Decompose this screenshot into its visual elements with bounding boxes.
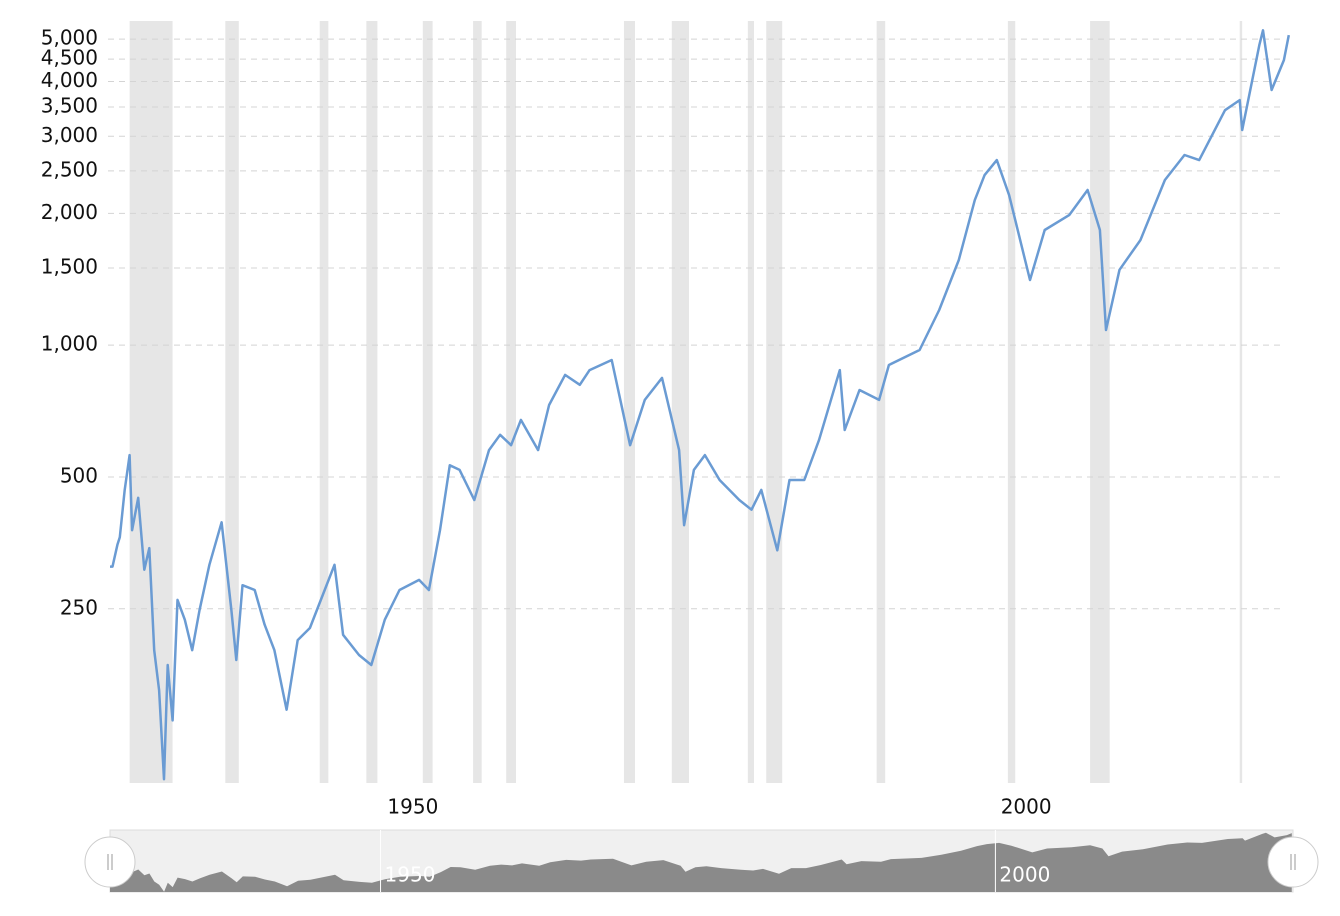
navigator-area <box>110 832 1292 892</box>
y-tick-label: 1,500 <box>41 255 98 279</box>
recession-band <box>225 21 239 783</box>
navigator-handle[interactable] <box>1267 836 1319 888</box>
price-line <box>110 29 1291 781</box>
recession-band <box>671 21 689 783</box>
y-tick-label: 4,000 <box>41 68 98 92</box>
navigator-label: 1950 <box>385 863 436 887</box>
y-tick-label: 250 <box>60 595 98 619</box>
x-tick-label: 1950 <box>387 795 438 819</box>
x-tick-label: 2000 <box>1001 795 1052 819</box>
y-tick-label: 3,000 <box>41 123 98 147</box>
navigator: 1950 2000 <box>84 829 1319 893</box>
recession-band <box>1007 21 1016 783</box>
navigator-label: 2000 <box>999 863 1050 887</box>
navigator-handle[interactable] <box>84 836 136 888</box>
recession-band <box>129 21 173 783</box>
recession-band <box>1090 21 1110 783</box>
y-tick-label: 2,000 <box>41 200 98 224</box>
recession-band <box>623 21 635 783</box>
recession-band <box>876 21 886 783</box>
y-tick-label: 1,000 <box>41 332 98 356</box>
y-tick-label: 3,500 <box>41 93 98 117</box>
y-tick-label: 4,500 <box>41 46 98 70</box>
recession-band <box>473 21 482 783</box>
plot-layer: 250 500 1,000 1,500 2,000 2,500 3,000 3,5004,00… <box>41 26 1291 819</box>
y-tick-label: 5,000 <box>41 26 98 50</box>
handle-circle[interactable] <box>84 836 136 888</box>
recession-band <box>366 21 378 783</box>
recession-band <box>319 21 329 783</box>
y-tick-label: 500 <box>60 463 98 487</box>
recession-band <box>747 21 754 783</box>
recession-band <box>506 21 517 783</box>
recession-band <box>766 21 783 783</box>
background-layer <box>108 21 1285 783</box>
y-tick-label: 2,500 <box>41 157 98 181</box>
recession-band <box>1239 21 1243 783</box>
recession-band <box>422 21 433 783</box>
handle-circle[interactable] <box>1267 836 1319 888</box>
